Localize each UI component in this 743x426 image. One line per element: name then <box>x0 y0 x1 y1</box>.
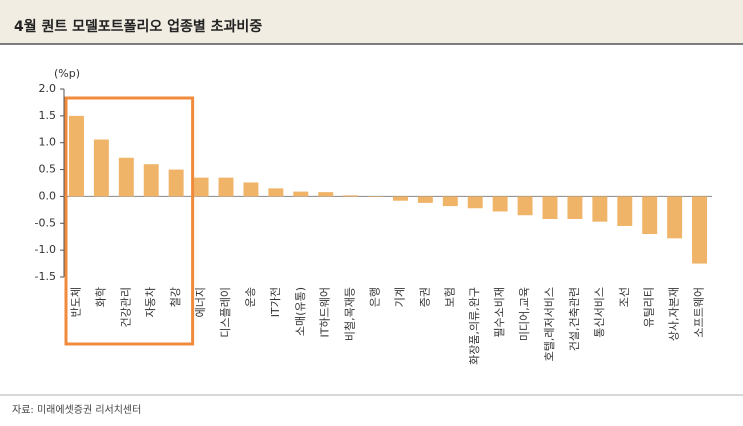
x-tick-label: 소프트웨어 <box>693 287 706 338</box>
x-tick-label: 건설,건축관련 <box>568 287 581 351</box>
x-tick-label: 화장품,의류,완구 <box>468 287 481 365</box>
bar <box>68 115 84 197</box>
y-tick-label: 2.0 <box>39 82 57 95</box>
bar <box>392 196 408 201</box>
x-tick-label: 조선 <box>618 287 631 307</box>
bar <box>318 192 334 197</box>
x-tick-label: IT가전 <box>269 287 282 317</box>
x-tick-label: 건강관리 <box>119 287 132 327</box>
y-tick-label: 0.5 <box>39 163 57 176</box>
header-band <box>0 0 743 44</box>
bar <box>667 196 683 239</box>
bar <box>417 196 433 203</box>
y-tick-label: -1.0 <box>35 243 56 256</box>
y-unit: (%p) <box>54 67 80 80</box>
bar <box>368 196 384 197</box>
x-tick-label: 운송 <box>244 287 257 307</box>
x-tick-label: 디스플레이 <box>219 287 232 338</box>
x-tick-label: 미디어,교육 <box>518 287 531 341</box>
y-tick-label: 1.5 <box>39 109 57 122</box>
bar <box>118 157 134 197</box>
bar <box>692 196 708 264</box>
x-tick-label: 상사,자본재 <box>668 287 681 341</box>
bar <box>442 196 458 207</box>
x-tick-label: 호텔,레저서비스 <box>543 287 556 361</box>
x-tick-label: 은행 <box>369 287 382 307</box>
chart-title: 4월 퀀트 모델포트폴리오 업종별 초과비중 <box>14 18 262 35</box>
x-tick-label: 통신서비스 <box>593 287 606 338</box>
x-tick-label: 보험 <box>443 287 456 307</box>
bar <box>218 177 234 197</box>
x-tick-label: 증권 <box>418 287 431 307</box>
bar <box>467 196 483 209</box>
bar <box>517 196 533 216</box>
bar <box>268 188 284 197</box>
x-tick-label: 기계 <box>393 287 406 307</box>
y-tick-label: 0.0 <box>39 189 57 202</box>
y-tick-label: -1.5 <box>35 270 56 283</box>
bar <box>93 139 109 197</box>
x-tick-label: 반도체 <box>69 287 82 317</box>
x-tick-label: 유틸리티 <box>643 287 656 327</box>
y-tick-label: 1.0 <box>39 136 57 149</box>
bar <box>642 196 658 235</box>
x-tick-label: 화학 <box>94 287 107 307</box>
x-tick-label: 철강 <box>169 287 182 307</box>
bar <box>168 169 184 197</box>
bar <box>567 196 583 219</box>
source-note: 자료: 미래에셋증권 리서치센터 <box>12 404 141 416</box>
x-tick-label: 비철,목재등 <box>344 287 357 341</box>
y-tick-label: -0.5 <box>35 216 56 229</box>
x-tick-label: 필수소비재 <box>493 287 506 338</box>
bar <box>193 177 209 197</box>
x-tick-label: 소매(유통) <box>294 287 307 336</box>
bar <box>243 182 259 197</box>
bar <box>143 164 159 197</box>
highlight-box <box>64 96 195 346</box>
x-tick-label: 자동차 <box>144 287 157 317</box>
bar <box>617 196 633 226</box>
bar <box>343 195 359 197</box>
bar <box>542 196 558 219</box>
x-tick-label: IT하드웨어 <box>318 287 332 337</box>
bar <box>492 196 508 212</box>
x-tick-label: 에너지 <box>194 287 207 317</box>
bar <box>293 191 309 197</box>
bar <box>592 196 608 222</box>
